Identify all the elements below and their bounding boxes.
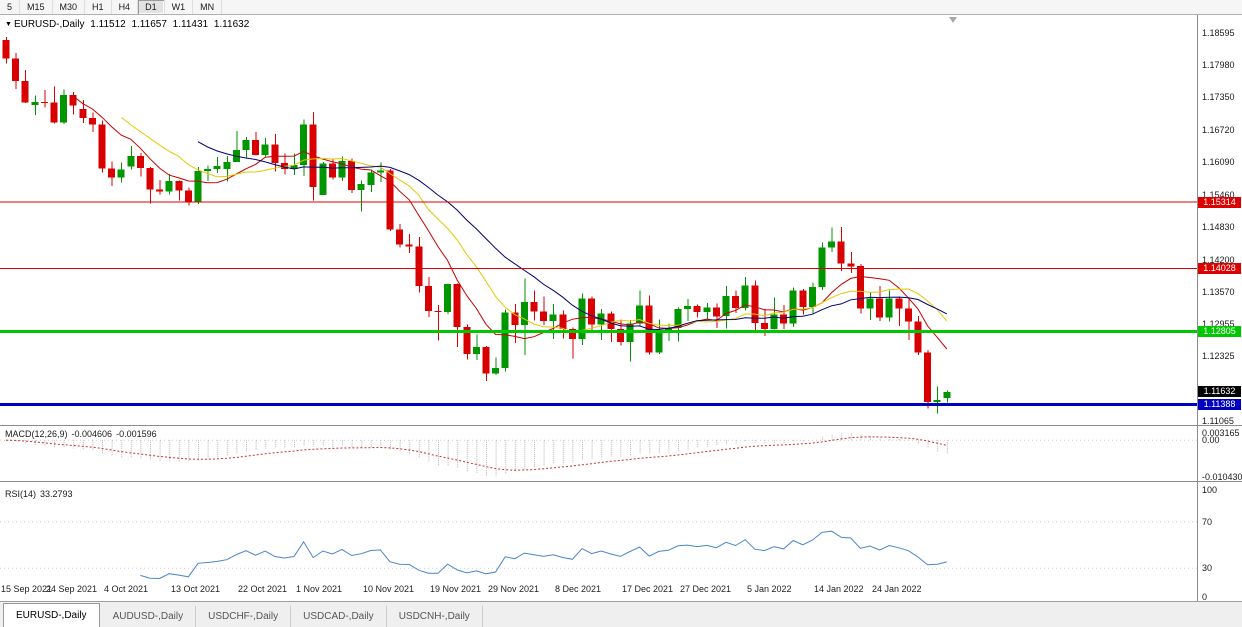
timeframe-m15[interactable]: M15 [20, 0, 53, 14]
chart-header: ▼ EURUSD-,Daily 1.11512 1.11657 1.11431 1… [5, 19, 252, 30]
price-axis-label: 1.15460 [1202, 190, 1235, 200]
macd-axis-label: 0.003165 [1202, 428, 1240, 438]
timeframe-d1[interactable]: D1 [138, 0, 165, 14]
timeframe-mn[interactable]: MN [193, 0, 223, 14]
level-price-tag: 1.11388 [1198, 399, 1241, 410]
price-axis-label: 1.17350 [1202, 92, 1235, 102]
macd-title: MACD(12,26,9) [5, 429, 68, 439]
price-axis-label: 1.13570 [1202, 287, 1235, 297]
rsi-label: RSI(14) 33.2793 [5, 489, 77, 499]
chart-area[interactable]: ▼ EURUSD-,Daily 1.11512 1.11657 1.11431 1… [0, 0, 1242, 602]
timeframe-toolbar: 5 M15 M30 H1 H4 D1 W1 MN [0, 0, 1242, 15]
price-axis-label: 1.16720 [1202, 125, 1235, 135]
tab-eurusd-daily[interactable]: EURUSD-,Daily [3, 603, 100, 627]
level-price-tag: 1.12805 [1198, 326, 1241, 337]
symbol-dropdown-icon: ▼ [5, 21, 12, 28]
macd-axis-label: -0.010430 [1202, 472, 1242, 482]
tab-usdchf-daily[interactable]: USDCHF-,Daily [196, 606, 292, 627]
rsi-axis-label: 70 [1202, 517, 1213, 527]
timeframe-h4[interactable]: H4 [112, 0, 139, 14]
price-axis-label: 1.12955 [1202, 319, 1235, 329]
tab-audusd-daily[interactable]: AUDUSD-,Daily [101, 606, 197, 627]
level-price-tag: 1.15314 [1198, 197, 1241, 208]
rsi-value: 33.2793 [40, 489, 73, 499]
timeframe-h1[interactable]: H1 [85, 0, 112, 14]
chart-tabs-bar: EURUSD-,Daily AUDUSD-,Daily USDCHF-,Daily U… [0, 601, 1242, 627]
chart-shift-marker-icon[interactable] [949, 17, 957, 23]
price-axis-label: 1.11065 [1202, 416, 1234, 426]
price-axis-label: 1.14200 [1202, 255, 1235, 265]
macd-axis-label: 0.00 [1202, 435, 1220, 445]
ohlc-close: 1.11632 [213, 19, 250, 30]
price-chart-canvas[interactable] [0, 0, 1197, 601]
tab-usdcnh-daily[interactable]: USDCNH-,Daily [387, 606, 483, 627]
macd-value-main: -0.004606 [71, 429, 113, 439]
level-price-tag: 1.14028 [1198, 263, 1241, 274]
price-axis-label: 1.17980 [1202, 60, 1235, 70]
ohlc-open: 1.11512 [90, 19, 126, 30]
timeframe-m30[interactable]: M30 [53, 0, 86, 14]
price-axis-separator [1197, 15, 1198, 601]
panel-separator-macd[interactable] [0, 425, 1242, 427]
bid-price-tag: 1.11632 [1198, 386, 1241, 397]
timeframe-w1[interactable]: W1 [165, 0, 194, 14]
price-axis-label: 1.18595 [1202, 28, 1235, 38]
rsi-axis-label: 100 [1202, 485, 1218, 495]
panel-separator-rsi[interactable] [0, 481, 1242, 483]
chart-symbol-label: EURUSD-,Daily [13, 19, 85, 30]
rsi-axis-label: 30 [1202, 563, 1213, 573]
price-axis-label: 1.12325 [1202, 351, 1235, 361]
tab-usdcad-daily[interactable]: USDCAD-,Daily [291, 606, 387, 627]
price-axis-label: 1.16090 [1202, 157, 1235, 167]
rsi-title: RSI(14) [5, 489, 37, 499]
macd-value-signal: -0.001596 [116, 429, 157, 439]
rsi-axis-label: 0 [1202, 592, 1208, 602]
macd-label: MACD(12,26,9) -0.004606 -0.001596 [5, 429, 161, 439]
ohlc-low: 1.11431 [172, 19, 209, 30]
ohlc-high: 1.11657 [131, 19, 167, 30]
timeframe-5[interactable]: 5 [0, 0, 21, 14]
price-axis[interactable]: 1.18595 1.17980 1.17350 1.16720 1.16090 1.154… [1197, 15, 1242, 602]
price-axis-label: 1.14830 [1202, 222, 1235, 232]
